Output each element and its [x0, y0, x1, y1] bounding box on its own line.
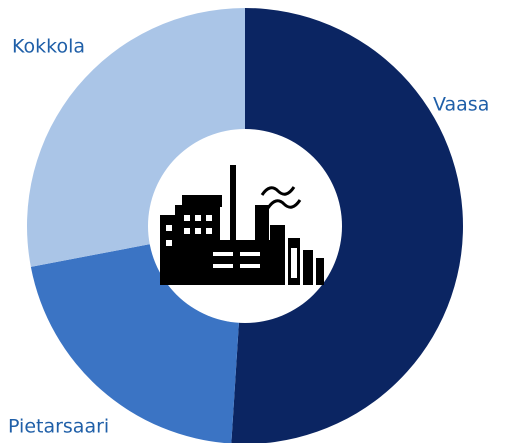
slice-label: Pietarsaari	[8, 416, 109, 438]
slice-label: Kokkola	[12, 36, 85, 58]
factory-icon	[160, 165, 324, 285]
slice	[231, 8, 463, 443]
slice-label: Vaasa	[433, 94, 489, 116]
